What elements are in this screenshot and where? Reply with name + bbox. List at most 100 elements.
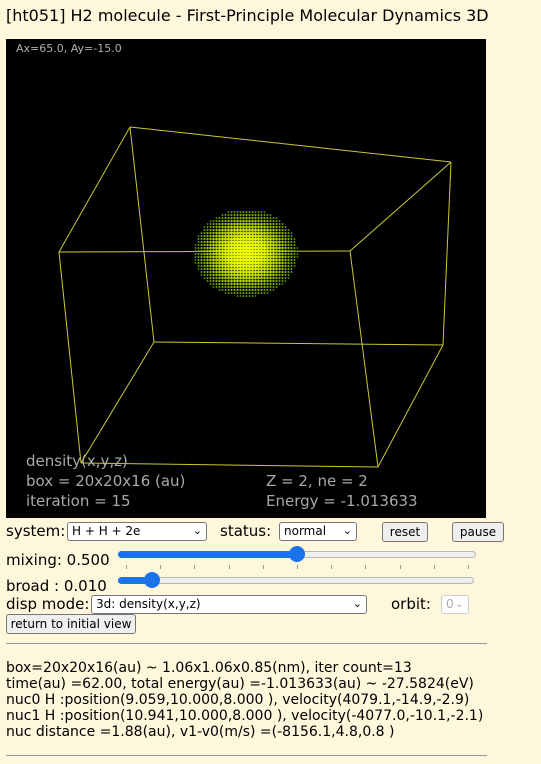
chevron-down-icon: ⌄	[352, 597, 362, 610]
system-select-value: H + H + 2e	[72, 524, 141, 538]
density-point	[247, 243, 252, 247]
density-point	[281, 267, 284, 271]
density-point	[221, 270, 224, 274]
density-point	[253, 267, 258, 271]
density-point	[242, 291, 245, 295]
density-point	[227, 222, 230, 226]
density-point	[254, 219, 257, 223]
density-point	[223, 258, 228, 262]
density-point	[250, 270, 255, 274]
density-point	[266, 276, 269, 280]
density-point	[253, 237, 258, 241]
density-point	[194, 259, 197, 261]
density-point	[248, 222, 251, 226]
density-point	[209, 223, 212, 225]
render-canvas[interactable]: Ax=65.0, Ay=-15.0 density(x,y,z) box = 2…	[6, 39, 486, 518]
density-point	[272, 231, 275, 235]
density-point	[251, 273, 254, 277]
density-point	[272, 264, 275, 268]
return-initial-view-button[interactable]: return to initial view	[6, 614, 136, 634]
density-point	[218, 289, 221, 291]
density-point	[272, 276, 275, 280]
density-point	[241, 261, 246, 265]
density-point	[244, 234, 249, 238]
mixing-slider-thumb[interactable]	[289, 546, 305, 562]
density-point	[250, 234, 255, 238]
density-point	[250, 255, 255, 259]
density-point	[244, 258, 249, 262]
density-point	[251, 222, 254, 226]
density-point	[247, 252, 252, 256]
density-point	[236, 291, 239, 295]
density-point	[218, 279, 221, 283]
density-point	[224, 282, 227, 286]
density-point	[281, 228, 284, 232]
density-point	[200, 271, 203, 273]
density-point	[247, 270, 252, 274]
density-point	[278, 267, 281, 271]
density-point	[293, 259, 296, 261]
density-point	[278, 222, 281, 226]
density-point	[215, 282, 218, 286]
density-point	[235, 246, 240, 250]
chevron-down-icon: ⌄	[342, 524, 352, 537]
density-point	[259, 246, 264, 250]
density-point	[229, 255, 234, 259]
density-point	[281, 223, 284, 225]
density-point	[239, 213, 242, 217]
density-point	[218, 270, 221, 274]
broad-slider-thumb[interactable]	[143, 572, 160, 588]
density-point	[250, 237, 255, 241]
density-point	[242, 282, 245, 286]
density-point	[215, 261, 218, 265]
density-point	[224, 225, 227, 229]
density-point	[262, 264, 267, 268]
density-point	[235, 249, 240, 253]
density-point	[226, 267, 231, 271]
density-point	[239, 222, 242, 226]
density-point	[197, 258, 200, 262]
density-point	[253, 240, 258, 244]
density-point	[269, 282, 272, 286]
density-point	[215, 243, 218, 247]
density-point	[250, 231, 255, 235]
mixing-slider[interactable]	[118, 545, 476, 569]
density-point	[218, 264, 221, 268]
density-point	[290, 235, 293, 237]
density-point	[284, 270, 287, 274]
disp-mode-select[interactable]: 3d: density(x,y,z) ⌄	[91, 595, 367, 614]
density-point	[238, 261, 243, 265]
density-point	[262, 261, 267, 265]
density-point	[230, 276, 233, 280]
density-point	[251, 276, 254, 280]
density-point	[250, 243, 255, 247]
density-point	[254, 225, 257, 229]
density-point	[218, 219, 221, 223]
density-point	[278, 261, 281, 265]
box-edge	[129, 126, 452, 163]
status-select[interactable]: normal ⌄	[279, 522, 357, 541]
density-point	[272, 243, 275, 247]
density-point	[260, 270, 263, 274]
density-point	[203, 255, 206, 259]
density-point	[245, 225, 248, 229]
density-point	[242, 210, 245, 214]
box-edge	[377, 344, 444, 468]
broad-slider[interactable]	[118, 571, 474, 591]
system-select[interactable]: H + H + 2e ⌄	[67, 522, 207, 541]
density-point	[250, 258, 255, 262]
density-point	[281, 237, 284, 241]
density-point	[247, 234, 252, 238]
density-point	[272, 219, 275, 223]
pause-button[interactable]: pause	[452, 522, 504, 542]
reset-button[interactable]: reset	[382, 522, 428, 542]
density-point	[260, 282, 263, 286]
orbit-select[interactable]: 0 ⌄	[441, 595, 469, 614]
density-point	[218, 246, 221, 250]
density-point	[251, 282, 254, 286]
density-point	[272, 282, 275, 286]
density-point	[218, 234, 221, 238]
density-point	[218, 222, 221, 226]
density-point	[272, 252, 275, 256]
density-point	[287, 234, 290, 238]
